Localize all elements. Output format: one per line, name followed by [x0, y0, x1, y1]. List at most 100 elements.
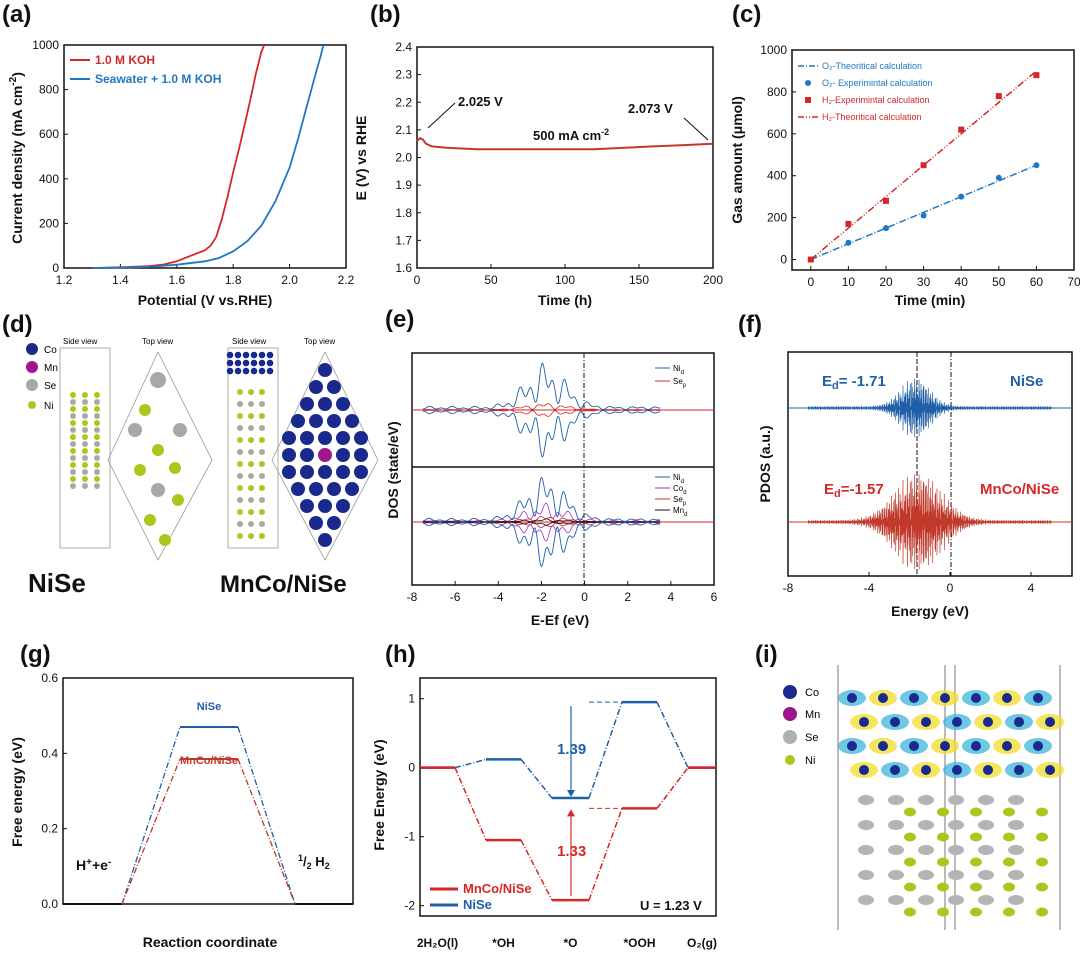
d-atom-mnco-side-co-10 — [258, 359, 266, 367]
i-co-atom-9 — [921, 717, 931, 727]
g-ytick-label-3: 0.6 — [41, 671, 58, 685]
a-ytick-label-2: 400 — [39, 172, 59, 186]
i-se-atom-14 — [918, 845, 934, 855]
d-atom-nise-side-25 — [82, 448, 88, 454]
c-ytick-label-4: 800 — [767, 85, 787, 99]
panel-d: (d) Co Mn Se Ni Side view Top view Side … — [2, 311, 379, 598]
i-co-atom-22 — [890, 765, 900, 775]
d-atom-mnco-top-9 — [345, 414, 359, 428]
i-ni-atom-3 — [1003, 807, 1015, 817]
i-se-atom-7 — [888, 820, 904, 830]
d-atom-mnco-side-29 — [259, 497, 265, 503]
i-co-atom-4 — [971, 693, 981, 703]
a-ytick-label-4: 800 — [39, 83, 59, 97]
g-ytick-label-0: 0.0 — [41, 897, 58, 911]
d-atom-mnco-side-35 — [259, 521, 265, 527]
f-xtick-label-1: -4 — [864, 581, 875, 595]
panel-e-ylabel: DOS (state/eV) — [385, 421, 401, 518]
i-co-atom-21 — [859, 765, 869, 775]
d-atom-mnco-top-29 — [300, 499, 314, 513]
i-se-atom-4 — [978, 795, 994, 805]
g-s1-2: 2 — [307, 861, 312, 871]
d-atom-mnco-side-co-3 — [250, 351, 258, 359]
d-atom-nise-side-26 — [94, 448, 100, 454]
a-xtick-label-4: 2.0 — [281, 273, 298, 287]
i-co-atom-18 — [971, 741, 981, 751]
annot-2073: 2.073 V — [628, 101, 673, 116]
g-label-mnco: MnCo/NiSe — [180, 755, 238, 767]
a-ytick-label-5: 1000 — [32, 38, 59, 52]
d-atom-nise-side-36 — [70, 476, 76, 482]
d-atom-mnco-top-6 — [291, 414, 305, 428]
d-atom-nise-side-12 — [70, 420, 76, 426]
panel-h: (h) -2 -1 0 1 2H₂O(l) *OH *O *OOH O₂(g) Free Ene… — [371, 641, 717, 950]
panel-c-frame — [791, 49, 1075, 271]
d-atom-mnco-side-co-9 — [250, 359, 258, 367]
i-se-atom-0 — [858, 795, 874, 805]
h-connector-0-0 — [454, 758, 487, 769]
a-xtick-label-1: 1.4 — [112, 273, 129, 287]
c-o2-point-2 — [883, 225, 889, 232]
h-annot-u: U = 1.23 V — [640, 898, 702, 913]
h-ytick-label-2: 0 — [408, 761, 415, 775]
b-xtick-label-2: 100 — [555, 273, 575, 287]
d-atom-mnco-side-22 — [248, 473, 254, 479]
d-atom-mnco-top-14 — [354, 431, 368, 445]
d-atom-nise-top-1 — [139, 404, 151, 416]
d-box-nise-side — [59, 347, 111, 549]
e-top-se-down — [422, 409, 661, 417]
d-atom-mnco-side-34 — [248, 521, 254, 527]
d-atom-mnco-top-23 — [336, 465, 350, 479]
panel-g-xlabel: Reaction coordinate — [143, 934, 278, 950]
g-state-initial: H++e- — [76, 857, 111, 873]
i-se-atom-10 — [978, 820, 994, 830]
panel-d-label: (d) — [2, 311, 33, 338]
g-connector-left-0 — [121, 726, 181, 905]
i-co-atom-8 — [890, 717, 900, 727]
h-arrowhead-nise — [567, 790, 575, 798]
d-atom-mnco-side-co-1 — [234, 351, 242, 359]
e-bottom-ni-up — [422, 476, 661, 523]
e-top-ni-up — [422, 362, 661, 411]
i-co-atom-0 — [847, 693, 857, 703]
d-atom-nise-side-7 — [82, 406, 88, 412]
e-leg-b0-main: Ni — [673, 473, 681, 482]
f-annot-mnco: MnCo/NiSe — [980, 481, 1059, 498]
d-atom-nise-side-16 — [82, 427, 88, 433]
i-ni-atom-20 — [904, 907, 916, 917]
b-ytick-label-7: 2.3 — [395, 68, 412, 82]
d-atom-mnco-side-co-16 — [258, 367, 266, 375]
b-ytick-label-4: 2.0 — [395, 151, 412, 165]
d-atom-mnco-side-23 — [259, 473, 265, 479]
i-ni-atom-19 — [1036, 882, 1048, 892]
d-atom-mnco-top-10 — [282, 431, 296, 445]
a-ytick-label-1: 200 — [39, 216, 59, 230]
c-xtick-label-2: 20 — [879, 275, 893, 289]
i-co-atom-27 — [1045, 765, 1055, 775]
d-atom-mnco-side-20 — [259, 461, 265, 467]
f-mnco-pdos — [807, 474, 1052, 570]
d-atom-mnco-side-co-2 — [242, 351, 250, 359]
b-ytick-label-2: 1.8 — [395, 206, 412, 220]
h-category-0: 2H₂O(l) — [417, 936, 458, 950]
e-xtick-label-2: -4 — [493, 590, 504, 604]
d-atom-nise-top-10 — [159, 534, 171, 546]
b-ytick-label-6: 2.2 — [395, 95, 412, 109]
d-atom-mnco-top-15 — [282, 448, 296, 462]
legend-ni-dot — [28, 401, 36, 409]
panel-e-xlabel: E-Ef (eV) — [531, 612, 589, 628]
d-atom-mnco-top-26 — [309, 482, 323, 496]
d-atom-mnco-top-31 — [336, 499, 350, 513]
g-s0-minus: - — [108, 857, 111, 868]
legend-mn-dot — [26, 361, 38, 373]
a-xtick-label-5: 2.2 — [338, 273, 355, 287]
i-co-atom-14 — [847, 741, 857, 751]
d-atom-nise-side-39 — [70, 483, 76, 489]
i-structure — [837, 665, 1064, 930]
d-atom-mnco-side-co-11 — [266, 359, 274, 367]
d-atom-nise-side-41 — [94, 483, 100, 489]
e-xtick-label-5: 2 — [624, 590, 631, 604]
d-atom-nise-top-5 — [169, 462, 181, 474]
d-atom-nise-side-3 — [70, 399, 76, 405]
